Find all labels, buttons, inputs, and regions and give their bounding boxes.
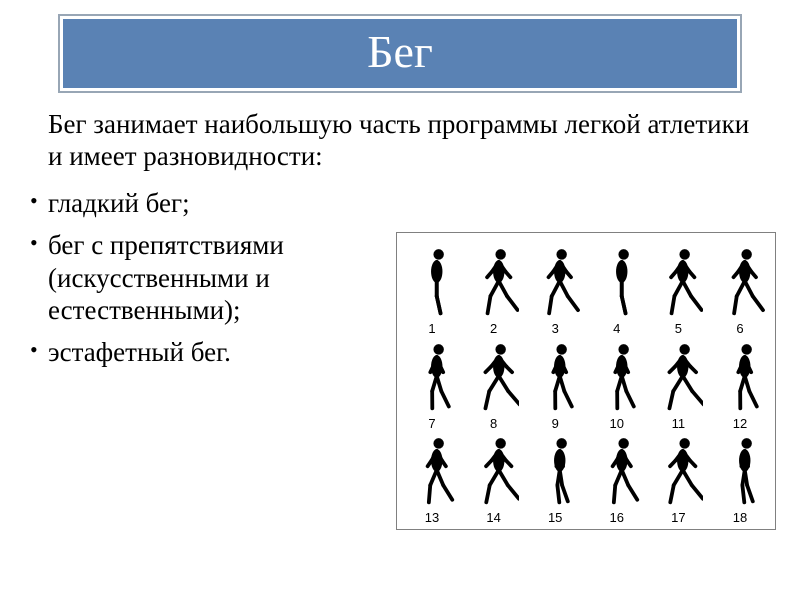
figure-row: 13 14 15	[403, 432, 769, 525]
runner-number: 6	[736, 321, 743, 336]
runner-number: 11	[672, 416, 686, 431]
bullet-item: гладкий бег;	[30, 187, 460, 219]
runner-cell: 12	[711, 338, 769, 431]
runner-cell: 5	[649, 243, 707, 336]
runner-number: 15	[548, 510, 562, 525]
runner-number: 8	[490, 416, 497, 431]
runner-number: 10	[610, 416, 624, 431]
runner-number: 7	[428, 416, 435, 431]
runner-cell: 7	[403, 338, 461, 431]
runner-cell: 3	[526, 243, 584, 336]
intro-paragraph: Бег занимает наибольшую часть программы …	[48, 109, 760, 173]
figure-row: 7 8 9	[403, 338, 769, 431]
runner-cell: 10	[588, 338, 646, 431]
runner-cell: 11	[649, 338, 707, 431]
runner-number: 2	[490, 321, 497, 336]
runner-cell: 13	[403, 432, 461, 525]
runner-cell: 6	[711, 243, 769, 336]
slide-page: Бег Бег занимает наибольшую часть програ…	[0, 0, 800, 600]
runner-cell: 16	[588, 432, 646, 525]
runner-number: 13	[425, 510, 439, 525]
runner-number: 18	[733, 510, 747, 525]
runner-cell: 1	[403, 243, 461, 336]
running-phases-figure: 1 2 3	[396, 232, 776, 530]
runner-number: 9	[552, 416, 559, 431]
figure-row: 1 2 3	[403, 243, 769, 336]
runner-number: 14	[486, 510, 500, 525]
runner-number: 3	[552, 321, 559, 336]
runner-number: 16	[610, 510, 624, 525]
runner-number: 4	[613, 321, 620, 336]
runner-number: 1	[428, 321, 435, 336]
runner-number: 12	[733, 416, 747, 431]
runner-number: 17	[671, 510, 685, 525]
runner-cell: 8	[465, 338, 523, 431]
runner-cell: 4	[588, 243, 646, 336]
runner-cell: 9	[526, 338, 584, 431]
runner-cell: 14	[465, 432, 523, 525]
title-box: Бег	[60, 16, 740, 91]
page-title: Бег	[367, 26, 433, 77]
runner-cell: 17	[649, 432, 707, 525]
runner-cell: 2	[465, 243, 523, 336]
runner-cell: 18	[711, 432, 769, 525]
runner-cell: 15	[526, 432, 584, 525]
runner-number: 5	[675, 321, 682, 336]
